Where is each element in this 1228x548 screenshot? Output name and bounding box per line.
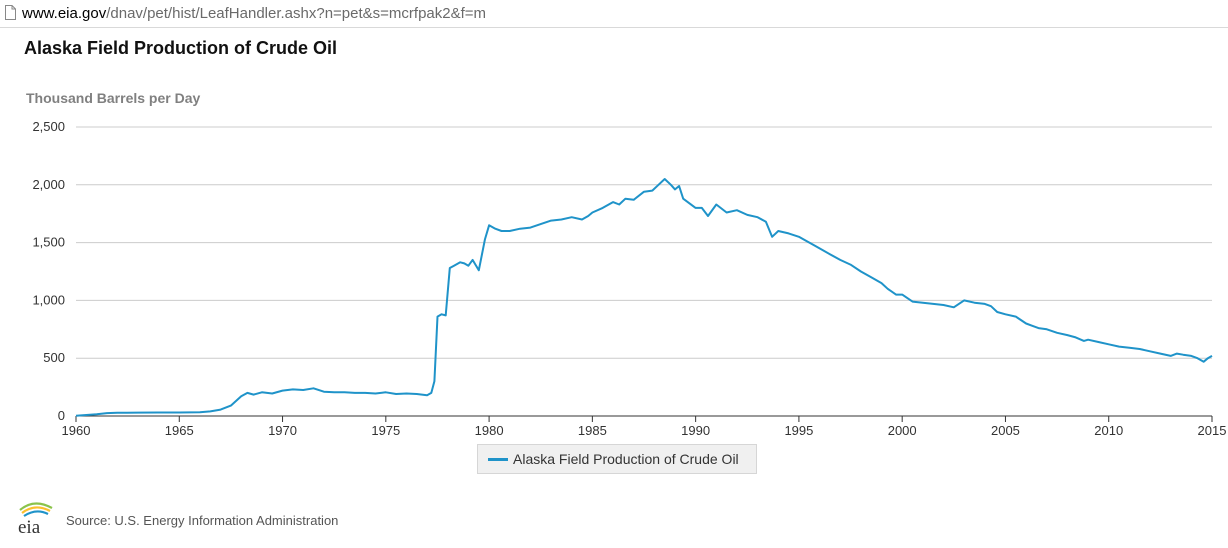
series-line [75, 178, 1213, 417]
y-tick-label: 1,500 [32, 235, 65, 250]
x-tick-label: 2010 [1094, 423, 1123, 438]
address-bar[interactable]: www.eia.gov/dnav/pet/hist/LeafHandler.as… [0, 0, 1228, 28]
chart-title: Alaska Field Production of Crude Oil [24, 38, 338, 58]
y-axis-label: Thousand Barrels per Day [26, 90, 200, 106]
legend-item-label: Alaska Field Production of Crude Oil [513, 451, 739, 467]
x-tick-label: 2015 [1198, 423, 1227, 438]
x-tick-label: 2000 [888, 423, 917, 438]
url-host: www.eia.gov [22, 5, 107, 22]
y-tick-label: 2,500 [32, 119, 65, 134]
y-tick-label: 2,000 [32, 177, 65, 192]
grid-lines [76, 126, 1212, 359]
url-path: /dnav/pet/hist/LeafHandler.ashx?n=pet&s=… [106, 5, 487, 22]
legend-swatch [488, 458, 508, 461]
series-layer [75, 178, 1213, 417]
legend[interactable]: Alaska Field Production of Crude Oil [477, 444, 757, 474]
x-tick-label: 1980 [475, 423, 504, 438]
y-tick-label: 1,000 [32, 292, 65, 307]
x-tick-label: 1975 [371, 423, 400, 438]
y-tick-label: 0 [58, 408, 65, 423]
eia-logo: eia [18, 502, 53, 536]
x-axis: 1960 1965 1970 1975 1980 1985 1990 1995 2000 2005… [62, 415, 1227, 438]
y-tick-label: 500 [43, 350, 65, 365]
x-tick-label: 1985 [578, 423, 607, 438]
x-tick-label: 1965 [165, 423, 194, 438]
x-tick-label: 1960 [62, 423, 91, 438]
url-text[interactable]: www.eia.gov/dnav/pet/hist/LeafHandler.as… [22, 5, 486, 22]
x-tick-label: 1990 [681, 423, 710, 438]
x-tick-label: 1970 [268, 423, 297, 438]
y-axis-ticks: 0 500 1,000 1,500 2,000 2,500 [32, 119, 65, 423]
source-text: Source: U.S. Energy Information Administ… [66, 513, 339, 528]
page-icon [5, 5, 16, 20]
x-tick-label: 2005 [991, 423, 1020, 438]
eia-logo-text: eia [18, 517, 41, 536]
x-tick-label: 1995 [784, 423, 813, 438]
